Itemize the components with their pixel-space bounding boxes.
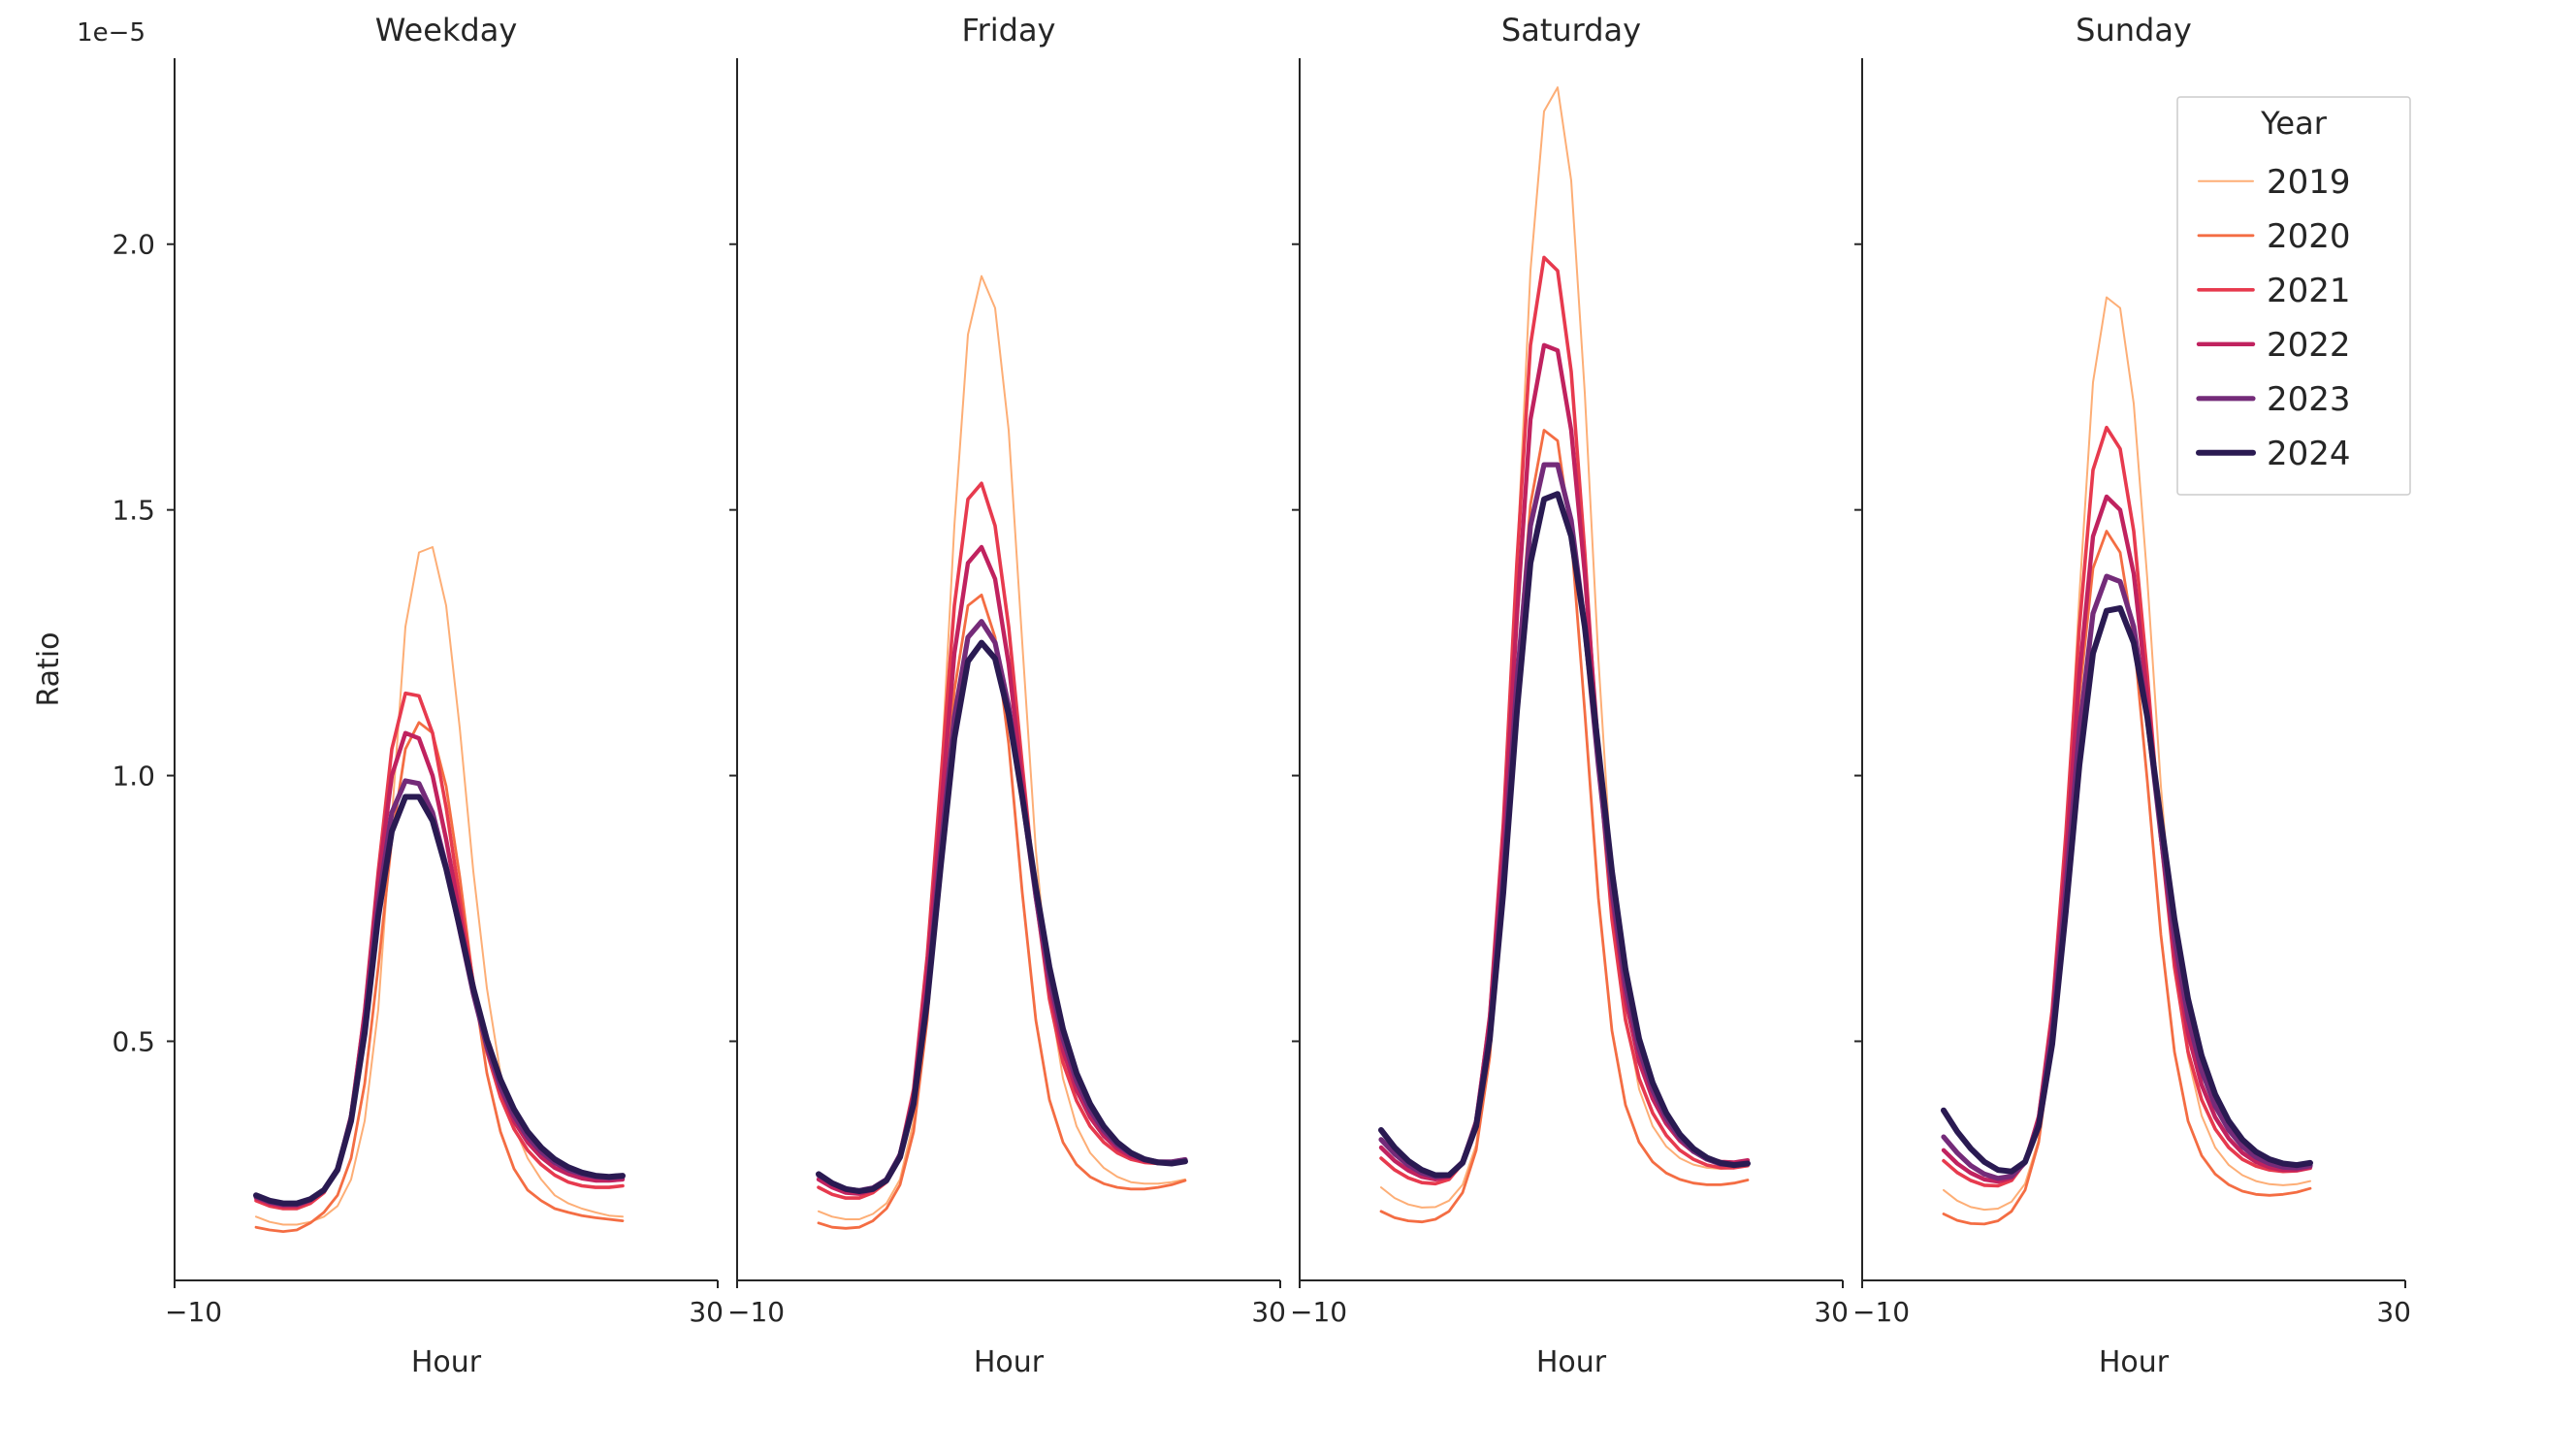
x-axis-label: Hour: [974, 1345, 1045, 1379]
x-tick-label: 30: [689, 1296, 724, 1328]
y-tick-label: 0.5: [112, 1025, 155, 1057]
series-line-2024: [256, 797, 623, 1204]
series-line-2024: [1381, 494, 1748, 1175]
series-line-2019: [1381, 87, 1748, 1208]
x-tick-label: −10: [165, 1296, 222, 1328]
x-axis-label: Hour: [1536, 1345, 1607, 1379]
x-axis-label: Hour: [2099, 1345, 2170, 1379]
series-line-2023: [1944, 576, 2310, 1179]
legend-label-2019: 2019: [2267, 163, 2351, 202]
y-axis-label: Ratio: [32, 631, 66, 706]
series-line-2020: [1944, 532, 2310, 1224]
facet-title: Saturday: [1501, 12, 1641, 48]
facet-weekday: 0.5 1.0 1.5 2.0 −10 30 Hour Weekday: [112, 12, 724, 1379]
legend-label-2024: 2024: [2267, 435, 2351, 473]
facet-friday: −10 30 Hour Friday: [727, 12, 1286, 1379]
x-tick-label: −10: [727, 1296, 785, 1328]
legend-title: Year: [2260, 105, 2328, 142]
legend-label-2021: 2021: [2267, 272, 2351, 310]
series-line-2021: [256, 694, 623, 1209]
series-line-2022: [256, 733, 623, 1207]
series-line-2021: [819, 483, 1185, 1198]
facet-saturday: −10 30 Hour Saturday: [1290, 12, 1849, 1379]
facet-title: Sunday: [2076, 12, 2192, 48]
series-line-2022: [819, 547, 1185, 1194]
y-axis-exponent: 1e−5: [77, 18, 145, 48]
facet-title: Weekday: [375, 12, 518, 48]
series-line-2023: [1381, 465, 1748, 1177]
legend-label-2022: 2022: [2267, 326, 2351, 365]
legend-label-2023: 2023: [2267, 380, 2351, 419]
x-axis-label: Hour: [411, 1345, 482, 1379]
x-tick-label: 30: [1251, 1296, 1286, 1328]
facet-title: Friday: [962, 12, 1056, 48]
series-line-2020: [1381, 431, 1748, 1222]
x-tick-label: −10: [1290, 1296, 1347, 1328]
y-tick-label: 1.5: [112, 495, 155, 527]
series-line-2024: [819, 643, 1185, 1191]
series-line-2023: [819, 622, 1185, 1191]
legend: Year 2019 2020 2021 2022 2023 2024: [2177, 97, 2410, 495]
x-tick-label: 30: [1814, 1296, 1849, 1328]
series-line-2022: [1381, 345, 1748, 1180]
x-tick-label: −10: [1852, 1296, 1910, 1328]
series-line-2019: [819, 276, 1185, 1219]
series-line-2024: [1944, 608, 2310, 1172]
y-tick-label: 1.0: [112, 760, 155, 792]
legend-label-2020: 2020: [2267, 217, 2351, 256]
ratio-by-hour-facets: 0.51.01.52.0−1030HourWeekday−1030HourFri…: [0, 0, 2576, 1455]
series-line-2019: [256, 547, 623, 1225]
x-tick-label: 30: [2376, 1296, 2411, 1328]
y-tick-label: 2.0: [112, 229, 155, 261]
